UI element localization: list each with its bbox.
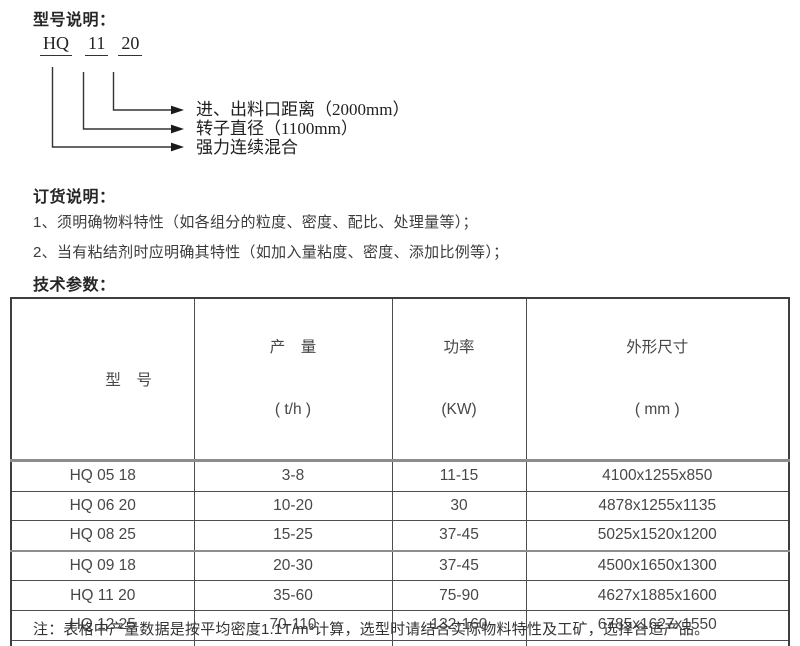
cell-power: 160-220	[391, 639, 527, 646]
cell-output: 35-60	[193, 580, 393, 611]
cell-dimensions: 4100x1255x850	[525, 460, 790, 492]
cell-power: 37-45	[391, 520, 527, 552]
order-item-1: 1、须明确物料特性（如各组分的粒度、密度、配比、处理量等）；	[33, 214, 478, 231]
table-row: HQ 13 30 120-150 160-220 7762x2531x1900	[10, 639, 790, 646]
col-header-dimensions: 外形尺寸 ( mm )	[525, 297, 790, 462]
cell-model: HQ 05 18	[10, 460, 195, 492]
connector-line-series	[51, 67, 172, 148]
cell-model: HQ 11 20	[10, 580, 195, 611]
cell-dimensions: 4500x1650x1300	[525, 550, 790, 582]
arrowhead-icon	[171, 105, 184, 115]
model-code-prefix: HQ	[40, 33, 72, 56]
order-item-2: 2、当有粘结剂时应明确其特性（如加入量粘度、密度、添加比例等）；	[33, 244, 509, 261]
col-header-output-unit: ( t/h )	[274, 401, 312, 418]
col-header-model-label: 型 号	[105, 372, 152, 389]
cell-model: HQ 08 25	[10, 520, 195, 552]
table-row: HQ 05 18 3-8 11-15 4100x1255x850	[10, 460, 790, 492]
cell-model: HQ 12 25	[10, 609, 195, 641]
model-code-rotor-digits: 11	[85, 33, 109, 56]
spec-table-container: 型 号 产 量 ( t/h ) 功率 (KW) 外形尺寸 ( mm )	[10, 297, 790, 646]
cell-dimensions: 4878x1255x1135	[525, 490, 790, 522]
spec-table: 型 号 产 量 ( t/h ) 功率 (KW) 外形尺寸 ( mm )	[10, 297, 790, 646]
col-header-power-unit: (KW)	[441, 401, 477, 418]
cell-power: 11-15	[391, 460, 527, 492]
cell-model: HQ 06 20	[10, 490, 195, 522]
spec-section-title: 技术参数：	[33, 277, 116, 294]
cell-dimensions: 5025x1520x1200	[525, 520, 790, 552]
cell-power: 30	[391, 490, 527, 522]
arrowhead-icon	[171, 124, 184, 134]
table-row: HQ 12 25 70-110 132-160 6785x1627x1550	[10, 609, 790, 641]
cell-output: 10-20	[193, 490, 393, 522]
cell-dimensions: 4627x1885x1600	[525, 580, 790, 611]
table-row: HQ 08 25 15-25 37-45 5025x1520x1200	[10, 520, 790, 552]
cell-power: 75-90	[391, 580, 527, 611]
label-inlet-outlet-distance: 进、出料口距离（2000mm）	[196, 100, 410, 119]
label-rotor-diameter: 转子直径（1100mm）	[196, 119, 358, 138]
cell-output: 120-150	[193, 639, 393, 646]
col-header-model: 型 号	[10, 297, 195, 462]
col-header-dimensions-label: 外形尺寸	[626, 339, 689, 356]
col-header-power-label: 功率	[443, 339, 475, 356]
cell-dimensions: 7762x2531x1900	[525, 639, 790, 646]
model-code: HQ 11 20	[40, 33, 143, 56]
model-code-connector-lines	[51, 67, 184, 152]
spec-table-header-row: 型 号 产 量 ( t/h ) 功率 (KW) 外形尺寸 ( mm )	[10, 297, 790, 462]
col-header-output: 产 量 ( t/h )	[193, 297, 393, 462]
cell-power: 37-45	[391, 550, 527, 582]
cell-output: 20-30	[193, 550, 393, 582]
connector-line-distance	[112, 72, 172, 111]
model-section-title: 型号说明：	[33, 12, 116, 29]
cell-dimensions: 6785x1627x1550	[525, 609, 790, 641]
col-header-power: 功率 (KW)	[391, 297, 527, 462]
col-header-dimensions-unit: ( mm )	[634, 401, 680, 418]
table-row: HQ 09 18 20-30 37-45 4500x1650x1300	[10, 550, 790, 582]
cell-model: HQ 09 18	[10, 550, 195, 582]
col-header-output-label: 产 量	[269, 339, 317, 356]
connector-line-rotor	[82, 72, 172, 130]
table-row: HQ 06 20 10-20 30 4878x1255x1135	[10, 490, 790, 522]
cell-output: 15-25	[193, 520, 393, 552]
label-series-meaning: 强力连续混合	[196, 138, 298, 157]
cell-output: 3-8	[193, 460, 393, 492]
cell-model: HQ 13 30	[10, 639, 195, 646]
table-footnote: 注：表格中产量数据是按平均密度1.1T/m³计算，选型时请结合实际物料特性及工矿…	[33, 621, 710, 638]
model-code-distance-digits: 20	[118, 33, 143, 56]
arrowhead-icon	[171, 142, 184, 152]
order-section-title: 订货说明：	[33, 189, 116, 206]
table-row: HQ 11 20 35-60 75-90 4627x1885x1600	[10, 580, 790, 611]
